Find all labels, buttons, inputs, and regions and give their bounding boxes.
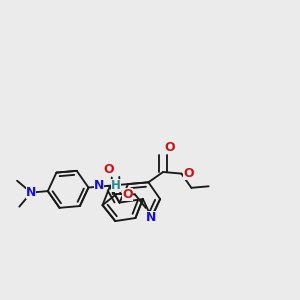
Text: O: O bbox=[165, 141, 175, 154]
Text: O: O bbox=[122, 188, 133, 201]
Text: H: H bbox=[111, 179, 121, 192]
Text: N: N bbox=[146, 211, 157, 224]
Text: O: O bbox=[103, 163, 114, 176]
Text: N: N bbox=[94, 179, 104, 192]
Text: N: N bbox=[26, 186, 36, 199]
Text: O: O bbox=[183, 167, 194, 180]
